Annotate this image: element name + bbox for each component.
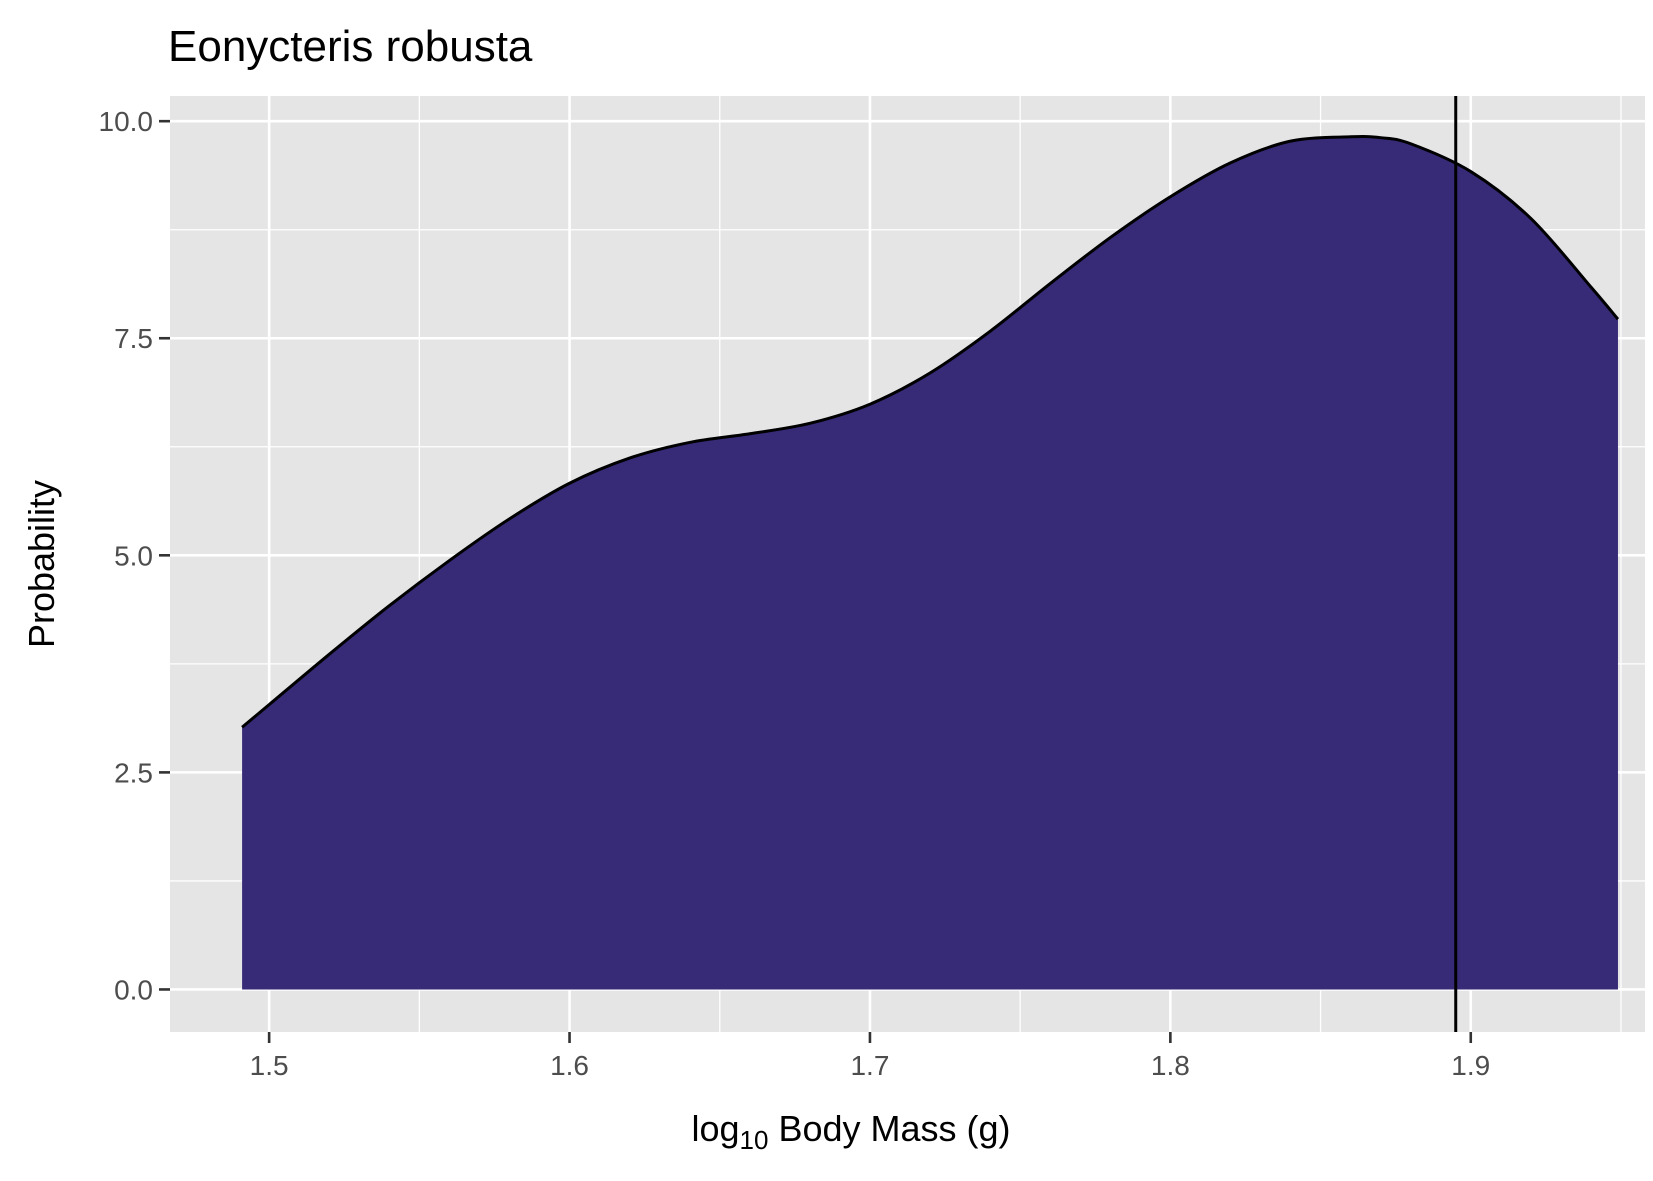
x-axis: 1.5 1.6 1.7 1.8 1.9 <box>250 1032 1490 1081</box>
x-tick-label: 1.5 <box>250 1050 289 1081</box>
y-tick-label: 10.0 <box>99 106 154 137</box>
x-tick-label: 1.6 <box>550 1050 589 1081</box>
x-tick-label: 1.8 <box>1151 1050 1190 1081</box>
x-axis-title-subscript: 10 <box>740 1125 769 1155</box>
x-axis-title: log10 Body Mass (g) <box>691 1108 1010 1155</box>
density-area <box>242 136 1618 990</box>
y-tick-label: 0.0 <box>114 974 153 1005</box>
x-axis-title-prefix: log <box>691 1108 739 1149</box>
y-axis-title: Probability <box>21 480 62 648</box>
chart-title: Eonycteris robusta <box>168 22 533 71</box>
x-axis-title-suffix: Body Mass (g) <box>768 1108 1010 1149</box>
density-curve <box>241 135 1620 729</box>
y-tick-label: 7.5 <box>114 323 153 354</box>
y-axis: 0.0 2.5 5.0 7.5 10.0 <box>99 106 170 1005</box>
y-tick-label: 2.5 <box>114 757 153 788</box>
x-tick-label: 1.9 <box>1451 1050 1490 1081</box>
x-tick-label: 1.7 <box>850 1050 889 1081</box>
y-tick-label: 5.0 <box>114 540 153 571</box>
